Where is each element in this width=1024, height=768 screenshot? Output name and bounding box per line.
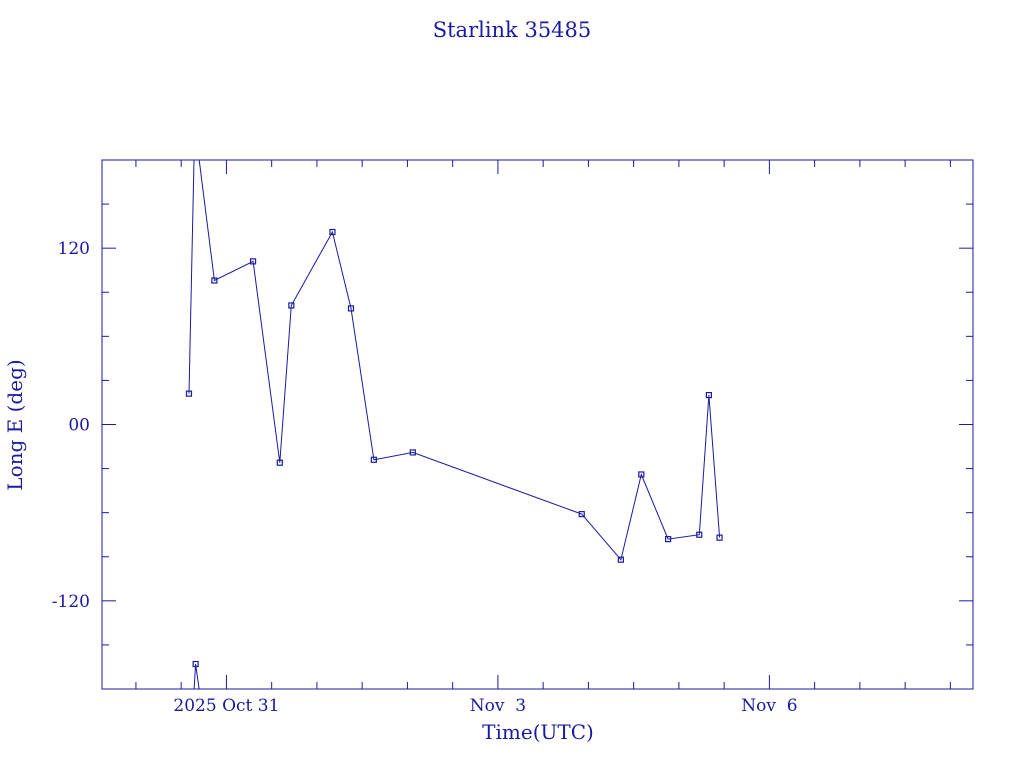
data-point bbox=[370, 456, 377, 463]
data-point bbox=[347, 305, 355, 312]
chart-title: Starlink 35485 bbox=[433, 18, 592, 42]
x-axis-label: Time(UTC) bbox=[482, 720, 594, 744]
data-point bbox=[211, 277, 218, 284]
data-point bbox=[409, 449, 416, 456]
data-point bbox=[705, 392, 712, 399]
x-tick-label: Nov 6 bbox=[741, 696, 797, 716]
data-point bbox=[329, 228, 336, 236]
data-point bbox=[288, 302, 295, 309]
series-line bbox=[198, 159, 721, 561]
data-point bbox=[665, 536, 672, 543]
data-point bbox=[249, 258, 257, 265]
x-tick-label: Nov 3 bbox=[470, 696, 526, 716]
x-tick-label: 2025 Oct 31 bbox=[173, 696, 279, 716]
data-point bbox=[638, 471, 645, 478]
data-point bbox=[696, 531, 703, 538]
data-point bbox=[185, 390, 193, 397]
plot-frame: 120 00 -120 2025 Oct 31 Nov 3 Nov 6 bbox=[52, 159, 974, 716]
data-point bbox=[276, 459, 283, 466]
data-point bbox=[617, 556, 624, 563]
series-line bbox=[188, 159, 195, 394]
y-tick-label: 120 bbox=[58, 239, 90, 259]
y-tick-label: 00 bbox=[68, 416, 90, 436]
y-tick-label: -120 bbox=[52, 592, 90, 612]
y-axis-label: Long E (deg) bbox=[3, 359, 27, 490]
series-longitude bbox=[185, 159, 723, 690]
data-point bbox=[716, 534, 723, 541]
plot-border bbox=[101, 159, 974, 690]
data-point bbox=[578, 511, 585, 518]
data-point bbox=[192, 660, 199, 668]
series-line bbox=[193, 663, 200, 690]
